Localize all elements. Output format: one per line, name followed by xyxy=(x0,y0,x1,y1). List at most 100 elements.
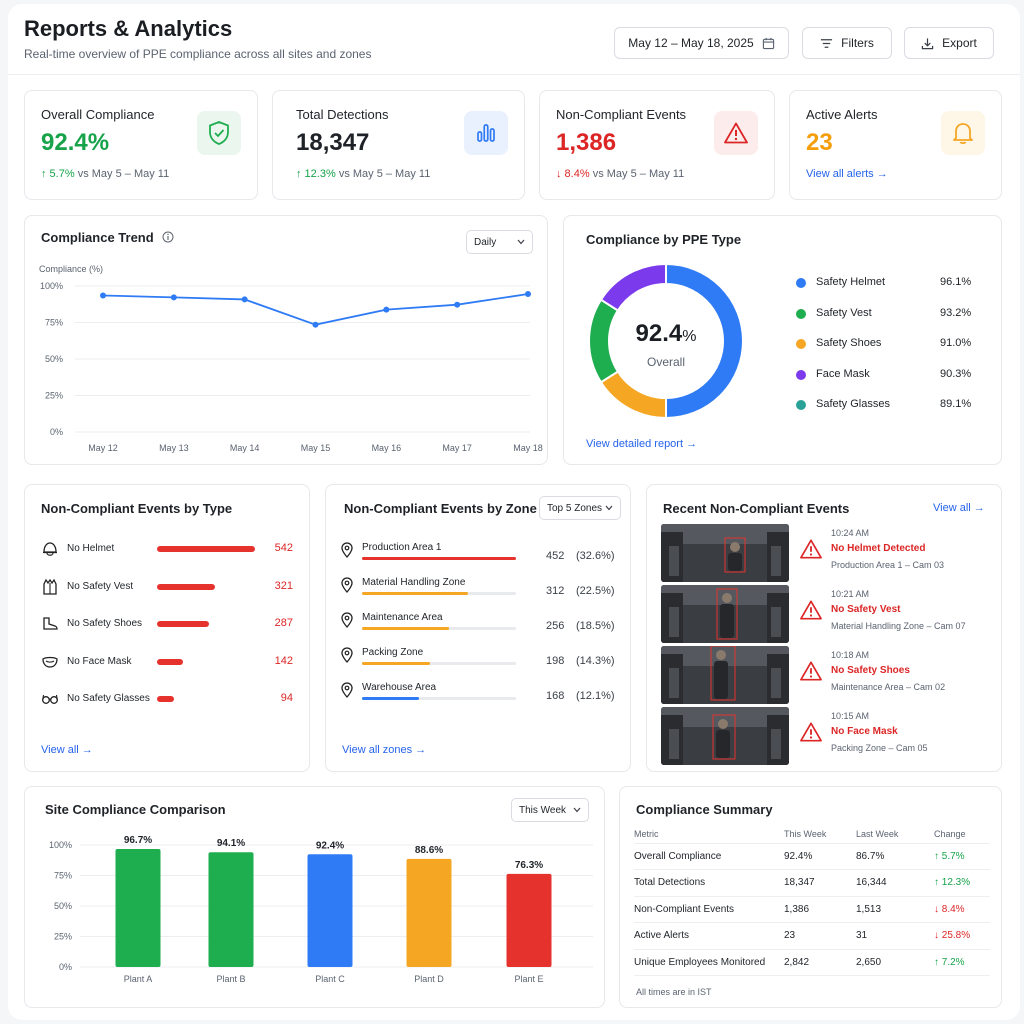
y-tick-label: 75% xyxy=(54,871,72,881)
zone-row[interactable]: Material Handling Zone 312 (22.5%) xyxy=(340,577,624,603)
recent-events-title: Recent Non-Compliant Events xyxy=(663,501,850,516)
summary-last-week: 16,344 xyxy=(856,869,934,897)
kpi-change: ↑ 12.3% vs May 5 – May 11 xyxy=(296,168,430,180)
legend-name: Safety Shoes xyxy=(816,337,882,349)
event-type-name: No Safety Vest xyxy=(67,580,134,592)
event-type: No Face Mask xyxy=(831,726,898,737)
summary-this-week: 18,347 xyxy=(784,869,856,897)
shield-check-icon xyxy=(197,111,241,155)
zone-row[interactable]: Packing Zone 198 (14.3%) xyxy=(340,647,624,673)
event-type-row[interactable]: No Face Mask 142 xyxy=(41,652,293,672)
kpi-value: 18,347 xyxy=(296,129,370,156)
chevron-down-icon xyxy=(573,807,581,813)
event-location: Production Area 1 – Cam 03 xyxy=(831,560,945,570)
zone-bar-fill xyxy=(362,557,516,560)
compliance-summary-card: Compliance Summary Metric This Week Last… xyxy=(619,786,1002,1008)
bar-value-label: 88.6% xyxy=(415,845,443,856)
kpi-change: ↑ 5.7% vs May 5 – May 11 xyxy=(41,168,169,180)
event-type-row[interactable]: No Safety Vest 321 xyxy=(41,577,293,597)
export-button[interactable]: Export xyxy=(904,27,994,59)
filters-button[interactable]: Filters xyxy=(802,27,892,59)
summary-col-this-week: This Week xyxy=(784,825,856,844)
summary-col-metric: Metric xyxy=(634,825,784,844)
zone-count-select[interactable]: Top 5 Zones xyxy=(539,496,621,520)
info-icon[interactable] xyxy=(162,231,174,243)
zone-bar-track xyxy=(362,557,516,560)
site-bar xyxy=(506,873,552,967)
bell-icon xyxy=(941,111,985,155)
zone-percent: (14.3%) xyxy=(576,655,615,667)
view-all-zones-link[interactable]: View all zones → xyxy=(342,744,427,756)
view-all-recent-link[interactable]: View all → xyxy=(933,502,985,514)
warning-triangle-icon xyxy=(800,722,822,742)
vest-icon xyxy=(43,578,57,595)
kpi-card-non-compliant-events: Non-Compliant Events 1,386 ↓ 8.4% vs May… xyxy=(539,90,775,200)
event-type-row[interactable]: No Safety Shoes 287 xyxy=(41,614,293,634)
mask-icon xyxy=(42,656,58,668)
summary-last-week: 31 xyxy=(856,922,934,950)
legend-value: 89.1% xyxy=(940,398,972,410)
camera-snapshot-image xyxy=(661,646,789,704)
recent-event-item[interactable]: 10:18 AM No Safety Shoes Maintenance Are… xyxy=(661,646,991,704)
warning-triangle-icon xyxy=(800,539,822,559)
summary-this-week: 1,386 xyxy=(784,896,856,923)
summary-title: Compliance Summary xyxy=(636,802,773,817)
site-comparison-chart: 0% 25% 50% 75% 100% 96.7% Plant A 94.1% Plant B 9… xyxy=(49,835,593,984)
helmet-icon xyxy=(43,542,57,556)
zone-percent: (32.6%) xyxy=(576,550,615,562)
camera-snapshot-image xyxy=(661,707,789,765)
date-range-picker[interactable]: May 12 – May 18, 2025 xyxy=(614,27,789,59)
zone-row[interactable]: Maintenance Area 256 (18.5%) xyxy=(340,612,624,638)
x-tick-label: May 13 xyxy=(159,443,189,453)
trend-point xyxy=(383,306,390,313)
kpi-compare: vs May 5 – May 11 xyxy=(338,168,431,180)
warning-triangle-icon xyxy=(800,661,822,681)
event-type-bar xyxy=(157,583,215,590)
recent-event-item[interactable]: 10:24 AM No Helmet Detected Production A… xyxy=(661,524,991,582)
trend-granularity-value: Daily xyxy=(474,236,497,248)
summary-change: ↓ 8.4% xyxy=(934,896,990,923)
recent-event-item[interactable]: 10:15 AM No Face Mask Packing Zone – Cam… xyxy=(661,707,991,765)
trend-title: Compliance Trend xyxy=(41,230,154,245)
event-type-bar xyxy=(157,621,209,627)
event-type-row[interactable]: No Helmet 542 xyxy=(41,539,293,559)
bar-value-label: 92.4% xyxy=(316,840,344,851)
trend-granularity-select[interactable]: Daily xyxy=(466,230,533,254)
bar-value-label: 94.1% xyxy=(217,838,245,849)
calendar-icon xyxy=(762,37,774,49)
kpi-change-value: ↓ 8.4% xyxy=(556,168,590,180)
donut-center-unit: % xyxy=(682,328,697,345)
event-type: No Safety Vest xyxy=(831,604,901,615)
ppe-legend-item: Safety Vest 93.2% xyxy=(796,306,976,322)
y-tick-label: 0% xyxy=(59,962,72,972)
event-time: 10:18 AM xyxy=(831,650,870,660)
site-period-value: This Week xyxy=(519,804,567,816)
recent-events-card: Recent Non-Compliant Events View all → 1… xyxy=(646,484,1002,772)
summary-change: ↓ 25.8% xyxy=(934,922,990,950)
x-tick-label: Plant D xyxy=(414,974,444,984)
event-type-row[interactable]: No Safety Glasses 94 xyxy=(41,689,293,709)
zone-percent: (18.5%) xyxy=(576,620,615,632)
event-type-name: No Helmet xyxy=(67,543,115,554)
donut-slice xyxy=(599,370,667,420)
view-all-types-link[interactable]: View all → xyxy=(41,744,93,756)
view-detailed-report-link[interactable]: View detailed report → xyxy=(586,438,698,450)
kpi-label: Total Detections xyxy=(296,107,389,122)
zone-bar-fill xyxy=(362,697,419,700)
site-period-select[interactable]: This Week xyxy=(511,798,589,822)
kpi-value: 1,386 xyxy=(556,129,617,156)
recent-event-item[interactable]: 10:21 AM No Safety Vest Material Handlin… xyxy=(661,585,991,643)
kpi-change-value: ↑ 12.3% xyxy=(296,168,336,180)
camera-snapshot xyxy=(661,524,789,582)
y-tick-label: 25% xyxy=(45,391,63,401)
event-time: 10:24 AM xyxy=(831,528,870,538)
summary-col-last-week: Last Week xyxy=(856,825,934,844)
boot-icon xyxy=(43,617,58,630)
events-by-type-card: Non-Compliant Events by Type No Helmet 5… xyxy=(24,484,310,772)
view-all-alerts-link[interactable]: View all alerts → xyxy=(806,168,888,180)
zone-row[interactable]: Production Area 1 452 (32.6%) xyxy=(340,542,624,568)
summary-last-week: 86.7% xyxy=(856,843,934,870)
legend-value: 91.0% xyxy=(940,337,972,349)
trend-point xyxy=(525,291,531,298)
zone-row[interactable]: Warehouse Area 168 (12.1%) xyxy=(340,682,624,708)
